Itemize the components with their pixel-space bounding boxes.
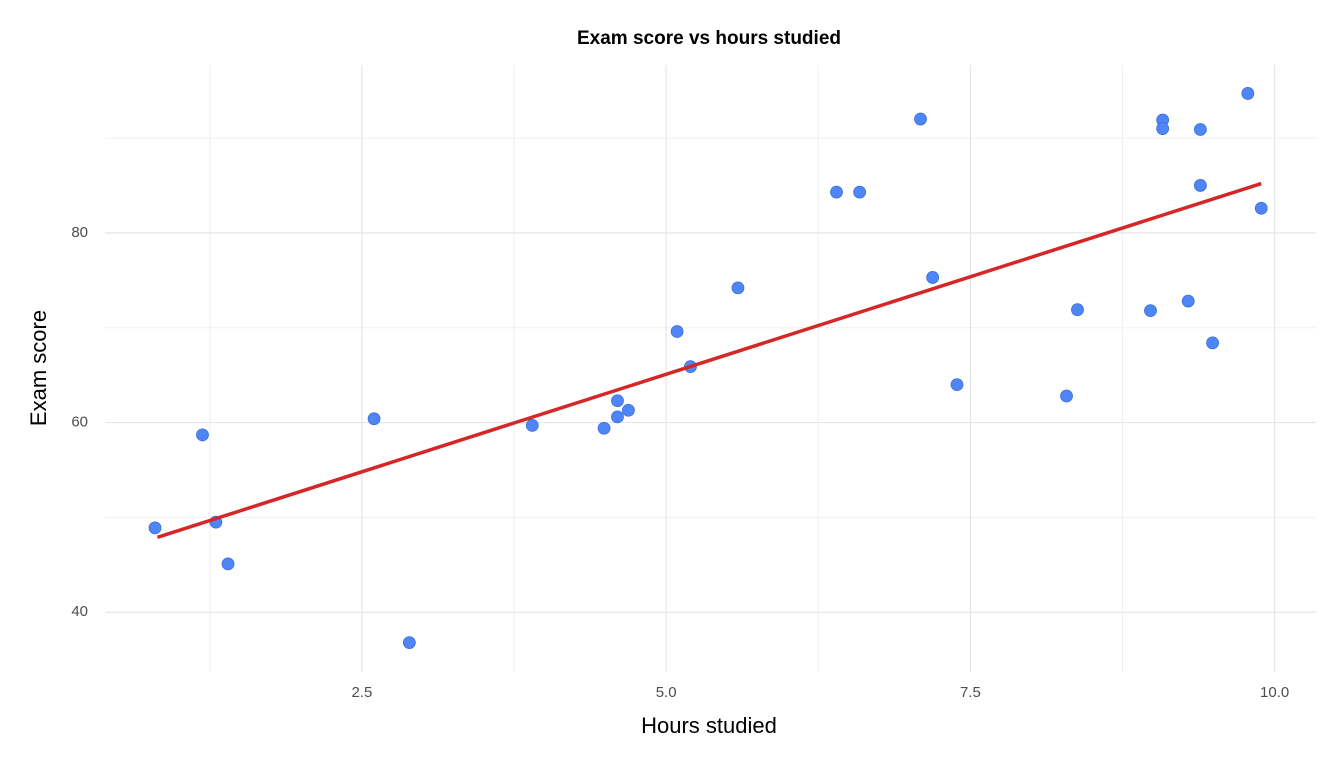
point bbox=[148, 521, 162, 535]
point bbox=[402, 636, 416, 649]
x-tick-label: 5.0 bbox=[656, 684, 677, 701]
y-tick-label: 60 bbox=[71, 414, 88, 431]
y-axis-title: Exam score bbox=[26, 310, 51, 426]
point bbox=[611, 394, 624, 408]
point bbox=[196, 428, 209, 442]
point bbox=[1071, 303, 1084, 317]
point bbox=[950, 378, 964, 392]
point bbox=[670, 325, 684, 338]
point bbox=[1193, 123, 1207, 136]
point bbox=[926, 271, 940, 284]
point bbox=[1156, 122, 1170, 135]
point bbox=[853, 185, 867, 199]
point bbox=[1144, 304, 1157, 318]
point bbox=[221, 557, 235, 571]
point bbox=[367, 412, 381, 426]
point bbox=[1181, 294, 1195, 308]
fit-line bbox=[156, 181, 1262, 539]
point bbox=[1241, 87, 1255, 100]
y-tick-label: 40 bbox=[71, 603, 88, 620]
point bbox=[830, 185, 843, 199]
x-axis-title: Hours studied bbox=[641, 713, 777, 738]
point bbox=[731, 281, 745, 295]
point bbox=[914, 112, 927, 126]
point bbox=[622, 403, 635, 417]
point bbox=[1060, 389, 1073, 403]
point bbox=[1206, 336, 1219, 350]
point bbox=[611, 410, 624, 424]
point bbox=[525, 419, 539, 432]
x-tick-label: 10.0 bbox=[1260, 684, 1289, 701]
point bbox=[1254, 201, 1268, 215]
x-tick-label: 7.5 bbox=[960, 684, 981, 701]
y-tick-label: 80 bbox=[71, 224, 88, 241]
x-tick-label: 2.5 bbox=[351, 684, 372, 701]
point bbox=[1193, 179, 1207, 192]
point bbox=[597, 421, 611, 435]
chart-title: Exam score vs hours studied bbox=[577, 28, 841, 49]
